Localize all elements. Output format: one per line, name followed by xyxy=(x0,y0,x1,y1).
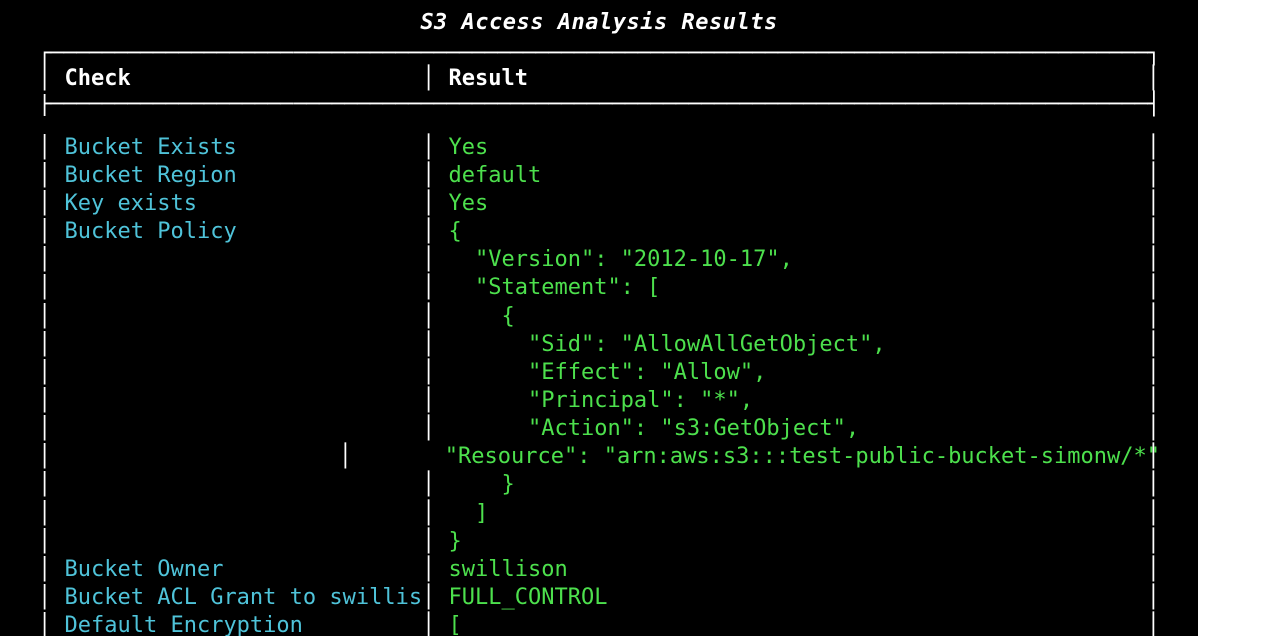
result-cell: FULL_CONTROL xyxy=(449,585,608,610)
header-check: Check xyxy=(65,66,131,91)
table-row: │ │ "Resource": "arn:aws:s3:::test-publi… xyxy=(38,443,1160,471)
result-cell: "Statement": [ xyxy=(449,275,661,300)
result-cell: "Principal": "*", xyxy=(449,388,754,413)
table-row: │ │ "Effect": "Allow",│ xyxy=(38,359,1160,387)
result-cell: { xyxy=(449,304,515,329)
result-cell: } xyxy=(449,529,462,554)
result-cell: Yes xyxy=(449,191,489,216)
table-row: │ │ {│ xyxy=(38,303,1160,331)
table-body: │ Bucket Exists│ Yes││ Bucket Region│ de… xyxy=(38,134,1160,636)
result-cell: swillison xyxy=(449,557,568,582)
result-cell: "Action": "s3:GetObject", xyxy=(449,416,860,441)
check-cell: Bucket Region xyxy=(65,163,237,188)
check-cell: Bucket Exists xyxy=(65,135,237,160)
table-row: │ Bucket ACL Grant to swillison│ FULL_CO… xyxy=(38,584,1160,612)
table-row: │ │ }│ xyxy=(38,471,1160,499)
result-cell: } xyxy=(449,472,515,497)
result-cell: ] xyxy=(449,501,489,526)
result-cell: Yes xyxy=(449,135,489,160)
table-row: │ Key exists│ Yes│ xyxy=(38,190,1160,218)
table-row: │ Bucket Owner│ swillison│ xyxy=(38,556,1160,584)
table-row: │ Bucket Exists│ Yes│ xyxy=(38,134,1160,162)
table-border-top: ┌──────────────────────────────────┬────… xyxy=(38,43,1160,65)
result-cell: [ xyxy=(449,613,462,636)
table-row: │ Default Encryption│ [│ xyxy=(38,612,1160,636)
table-row: │ │ "Principal": "*",│ xyxy=(38,387,1160,415)
table-row: │ │ "Statement": [│ xyxy=(38,274,1160,302)
table-row: │ │ "Action": "s3:GetObject",│ xyxy=(38,415,1160,443)
check-cell: Bucket ACL Grant to swillison xyxy=(65,585,423,610)
header-result: Result xyxy=(449,66,528,91)
table-border-mid: ├──────────────────────────────────┼────… xyxy=(38,94,1160,116)
result-cell: "Resource": "arn:aws:s3:::test-public-bu… xyxy=(365,444,1160,469)
table-row: │ Bucket Region│ default│ xyxy=(38,162,1160,190)
table-row: │ │ "Version": "2012-10-17",│ xyxy=(38,246,1160,274)
table-row: │ │ ]│ xyxy=(38,500,1160,528)
check-cell: Bucket Owner xyxy=(65,557,224,582)
table-header: │ Check│ Result│ xyxy=(38,65,1160,94)
terminal-window: S3 Access Analysis Results ┌────────────… xyxy=(0,0,1198,636)
check-cell: Bucket Policy xyxy=(65,219,237,244)
result-cell: "Effect": "Allow", xyxy=(449,360,767,385)
check-cell: Default Encryption xyxy=(65,613,303,636)
results-table: ┌──────────────────────────────────┬────… xyxy=(38,43,1160,636)
table-row: │ Bucket Policy│ {│ xyxy=(38,218,1160,246)
table-row: │ │ "Sid": "AllowAllGetObject",│ xyxy=(38,331,1160,359)
result-cell: "Version": "2012-10-17", xyxy=(449,247,793,272)
check-cell: Key exists xyxy=(65,191,197,216)
result-cell: "Sid": "AllowAllGetObject", xyxy=(449,332,886,357)
result-cell: default xyxy=(449,163,542,188)
result-cell: { xyxy=(449,219,462,244)
table-title: S3 Access Analysis Results xyxy=(0,0,1198,43)
table-row: │ │ }│ xyxy=(38,528,1160,556)
